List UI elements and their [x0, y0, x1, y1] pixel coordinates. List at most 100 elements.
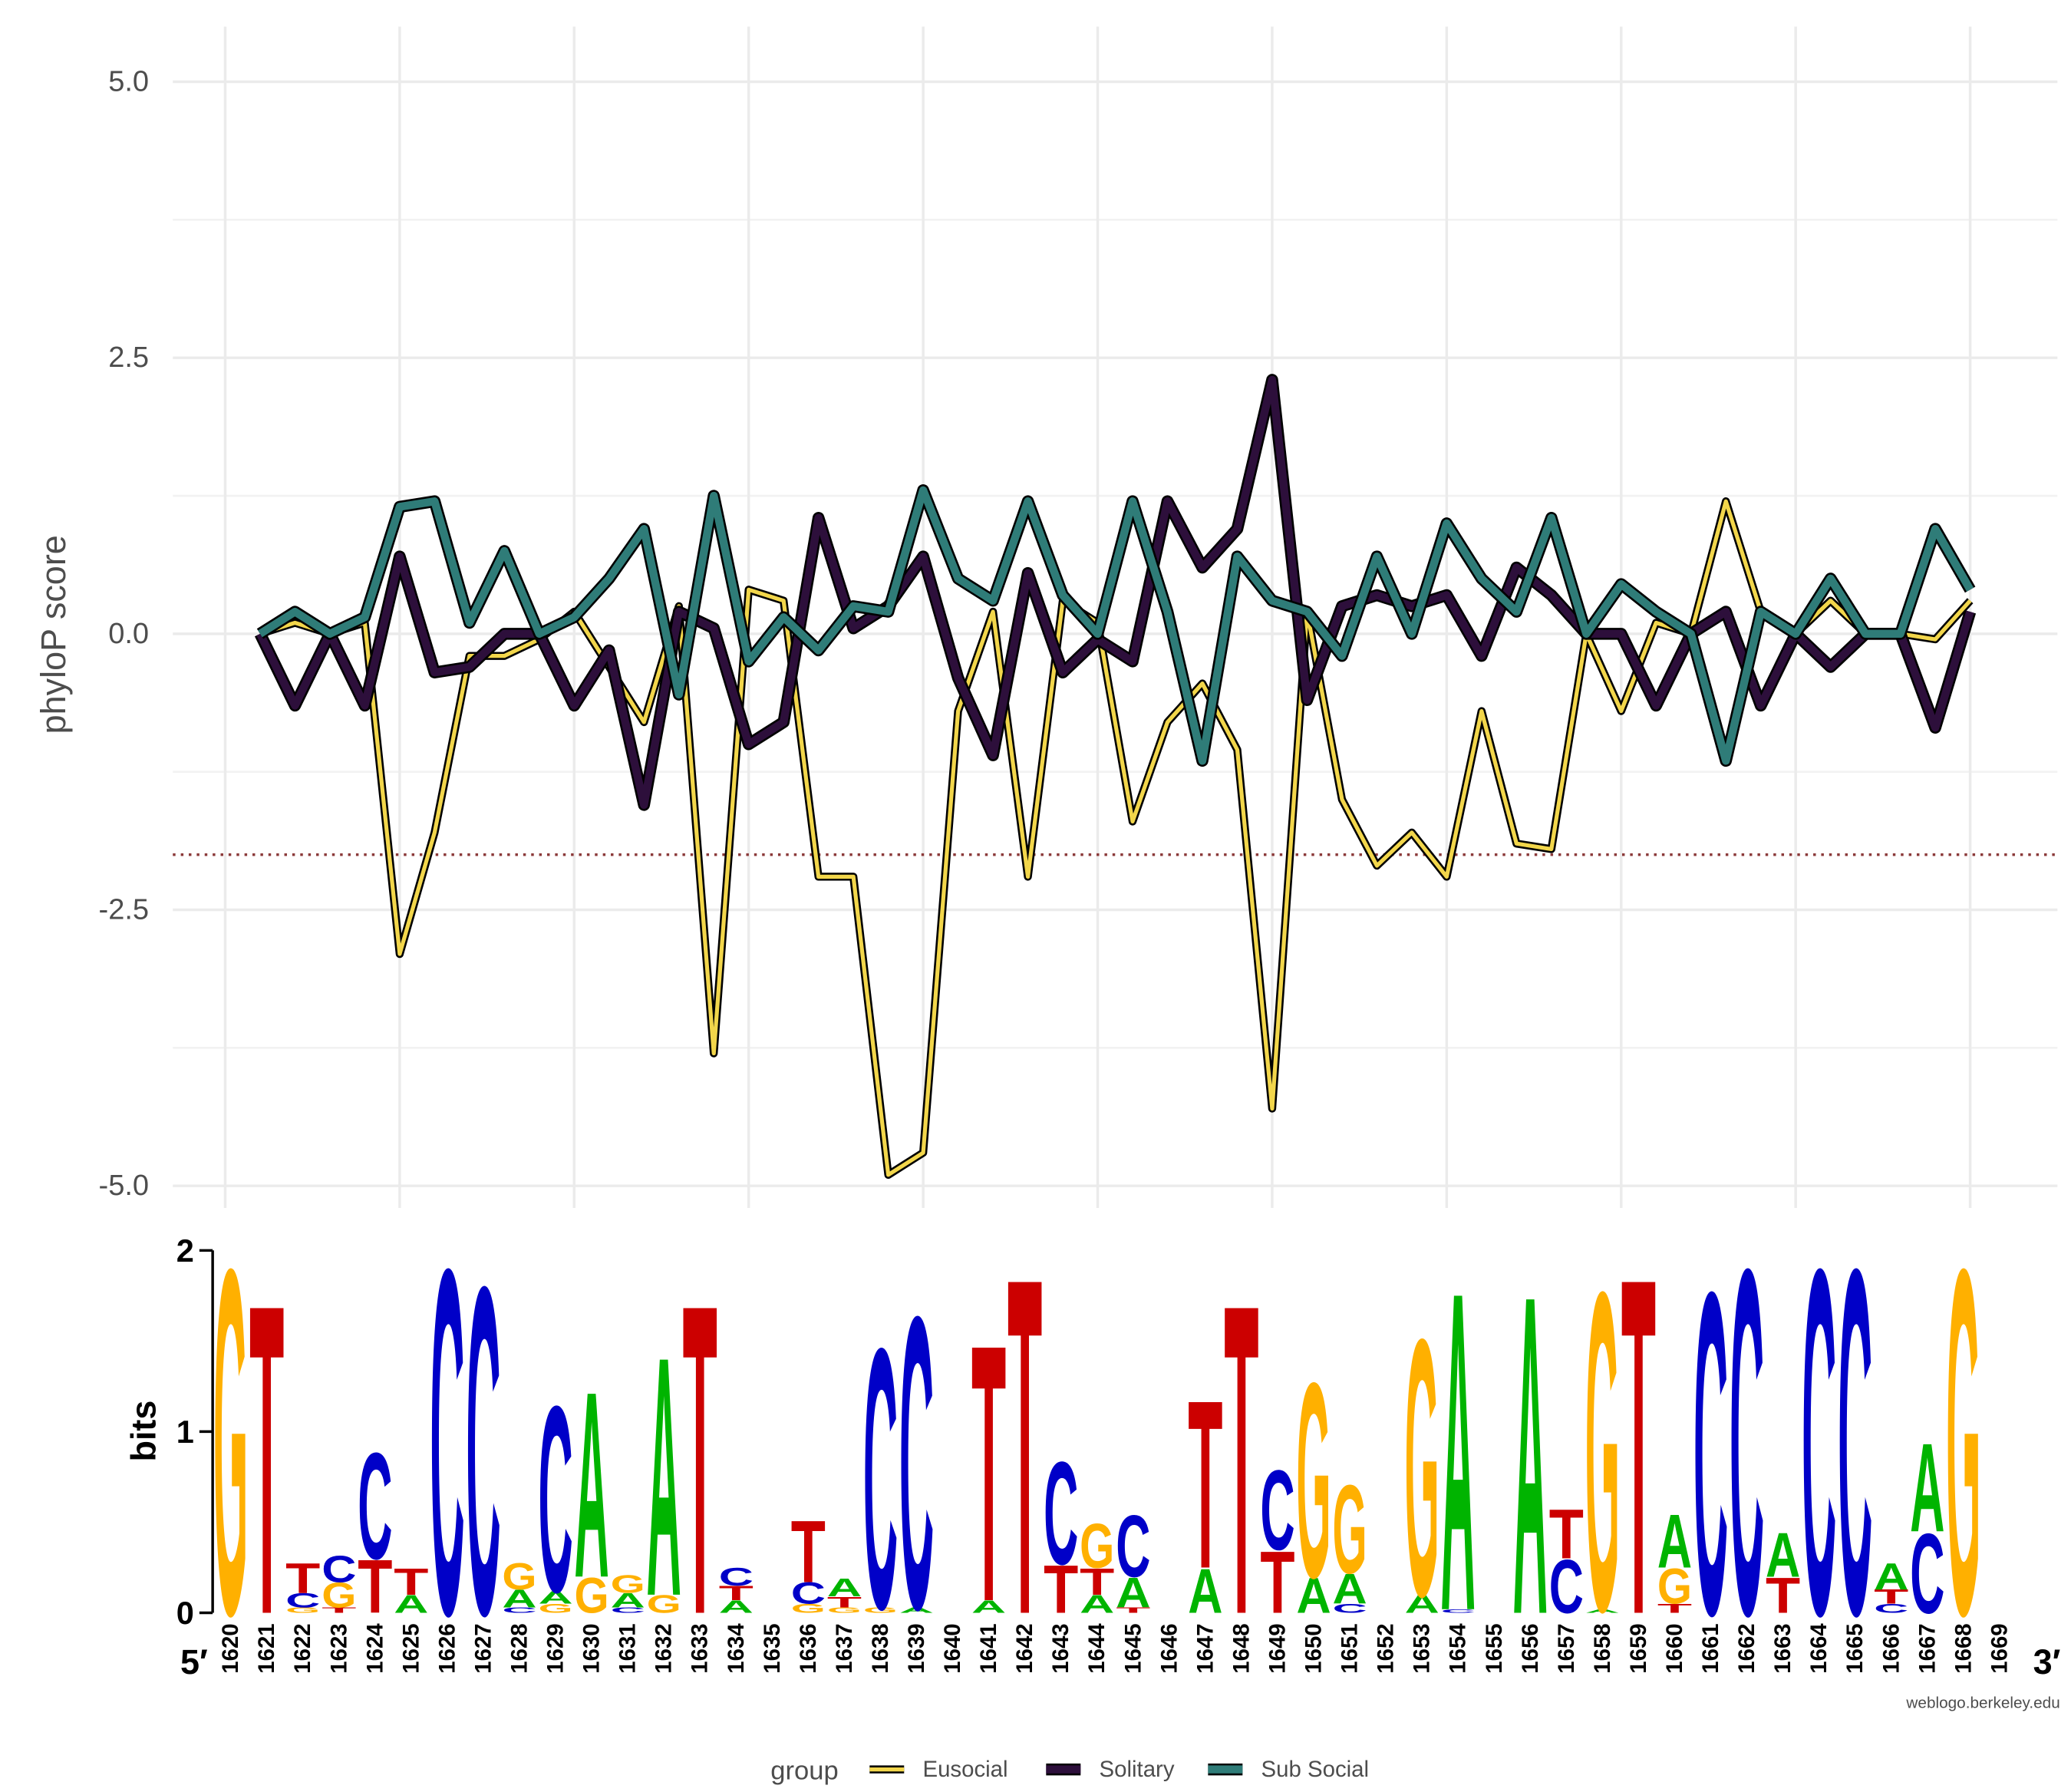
- logo-letter: A: [1116, 1568, 1150, 1616]
- logo-letter: T: [791, 1502, 826, 1602]
- line: [256, 375, 1974, 810]
- logo-letter: A: [1441, 1198, 1476, 1706]
- logo-letter: T: [322, 1606, 356, 1615]
- y-tick-label: 0.0: [108, 618, 149, 650]
- logo-letter: A: [1405, 1590, 1439, 1619]
- logo-letter: T: [683, 1213, 717, 1708]
- position-label: 1650: [1301, 1623, 1327, 1673]
- position-label: 1639: [904, 1623, 929, 1673]
- position-label: 1663: [1770, 1623, 1796, 1673]
- position-label: 1627: [470, 1623, 496, 1673]
- logo-letter: T: [1260, 1533, 1294, 1632]
- legend-title: group: [770, 1756, 838, 1785]
- logo-letter: C: [1874, 1602, 1908, 1615]
- logo-letter: C: [1693, 1197, 1728, 1711]
- logo-y-label: bits: [124, 1401, 163, 1462]
- three-prime: 3′: [2033, 1642, 2061, 1681]
- logo-letter: A: [647, 1286, 681, 1668]
- position-label: 1628: [507, 1623, 533, 1673]
- y-tick-label: 2: [176, 1233, 194, 1269]
- position-label: 1668: [1951, 1623, 1976, 1673]
- logo-letter: C: [1044, 1432, 1078, 1596]
- position-label: 1624: [362, 1623, 387, 1674]
- logo-letter: T: [1549, 1494, 1584, 1574]
- legend-label: Sub Social: [1261, 1757, 1370, 1782]
- logo-letter: C: [719, 1563, 754, 1591]
- logo-letter: A: [611, 1589, 645, 1612]
- logo-letter: A: [1296, 1567, 1331, 1624]
- logo-letter: C: [430, 1166, 464, 1718]
- logo-letter: C: [502, 1606, 536, 1615]
- logo-letter: C: [863, 1272, 898, 1687]
- logo-letter: C: [1260, 1447, 1294, 1574]
- logo-letter: A: [971, 1596, 1006, 1616]
- logo-letter: C: [1910, 1511, 1944, 1638]
- position-label: 1666: [1878, 1623, 1904, 1673]
- logo-letter: C: [285, 1589, 320, 1612]
- y-tick-label: -5.0: [99, 1170, 150, 1202]
- logo-letter: A: [1910, 1417, 1944, 1559]
- logo-letter: G: [1585, 1198, 1620, 1707]
- logo-letter: C: [538, 1351, 572, 1648]
- y-tick-label: -2.5: [99, 894, 150, 926]
- position-label: 1635: [760, 1623, 785, 1673]
- position-label: 1657: [1554, 1623, 1579, 1673]
- logo-letter: C: [1116, 1497, 1150, 1596]
- position-label: 1662: [1734, 1623, 1759, 1673]
- position-label: 1655: [1482, 1623, 1507, 1673]
- logo-letter: T: [1007, 1177, 1042, 1715]
- position-label: 1651: [1337, 1623, 1363, 1673]
- y-tick-label: 2.5: [108, 342, 149, 374]
- legend-label: Eusocial: [922, 1757, 1007, 1782]
- logo-letter: A: [1080, 1590, 1114, 1619]
- logo-letter: G: [213, 1167, 248, 1718]
- logo-letter: A: [827, 1574, 862, 1602]
- position-label: 1661: [1698, 1623, 1723, 1673]
- logo-letter: T: [1766, 1567, 1800, 1623]
- logo-letter: G: [863, 1606, 898, 1614]
- position-label: 1652: [1374, 1623, 1399, 1673]
- logo-letter: C: [322, 1548, 356, 1590]
- logo-letter: T: [827, 1594, 862, 1611]
- logo-letter: T: [1188, 1351, 1222, 1619]
- position-label: 1621: [254, 1623, 279, 1673]
- position-label: 1646: [1156, 1623, 1182, 1673]
- logo-letter: T: [358, 1544, 392, 1629]
- position-label: 1660: [1662, 1623, 1687, 1673]
- position-label: 1659: [1626, 1623, 1651, 1673]
- logo-letter: G: [647, 1590, 681, 1619]
- logo-letter: A: [1188, 1556, 1222, 1626]
- logo-letter: C: [899, 1230, 934, 1697]
- position-label: 1648: [1228, 1623, 1254, 1673]
- position-label: 1640: [940, 1623, 965, 1673]
- logo-letter: A: [538, 1588, 572, 1608]
- line-outline: [259, 497, 1974, 1179]
- logo-letter: G: [1405, 1264, 1439, 1673]
- logo-letter: C: [1332, 1602, 1367, 1615]
- legend-label: Solitary: [1100, 1757, 1175, 1782]
- position-label: 1633: [688, 1623, 713, 1673]
- logo-letter: G: [1080, 1510, 1114, 1582]
- logo-letter: C: [611, 1606, 645, 1615]
- logo-letter: C: [791, 1577, 826, 1611]
- y-axis-label: phyloP score: [34, 535, 73, 734]
- position-label: 1649: [1265, 1623, 1290, 1673]
- logo-letter: A: [1332, 1565, 1367, 1613]
- logo-letter: G: [575, 1568, 609, 1624]
- position-label: 1623: [326, 1623, 351, 1673]
- logo-letter: G: [1657, 1559, 1692, 1615]
- credit: weblogo.berkeley.edu: [1905, 1695, 2059, 1712]
- logo-letter: A: [719, 1596, 754, 1616]
- logo-letter: T: [394, 1561, 428, 1603]
- logo-letter: A: [1766, 1520, 1800, 1590]
- logo-letter: A: [1585, 1609, 1620, 1614]
- logo-letter: A: [1874, 1555, 1908, 1597]
- position-label: 1645: [1120, 1623, 1146, 1673]
- logo-letter: T: [1224, 1213, 1258, 1708]
- logo-letter: C: [1441, 1609, 1476, 1614]
- position-label: 1634: [724, 1623, 749, 1674]
- position-label: 1643: [1048, 1623, 1073, 1673]
- line: [259, 499, 1972, 1177]
- logo-letter: G: [1946, 1167, 1980, 1718]
